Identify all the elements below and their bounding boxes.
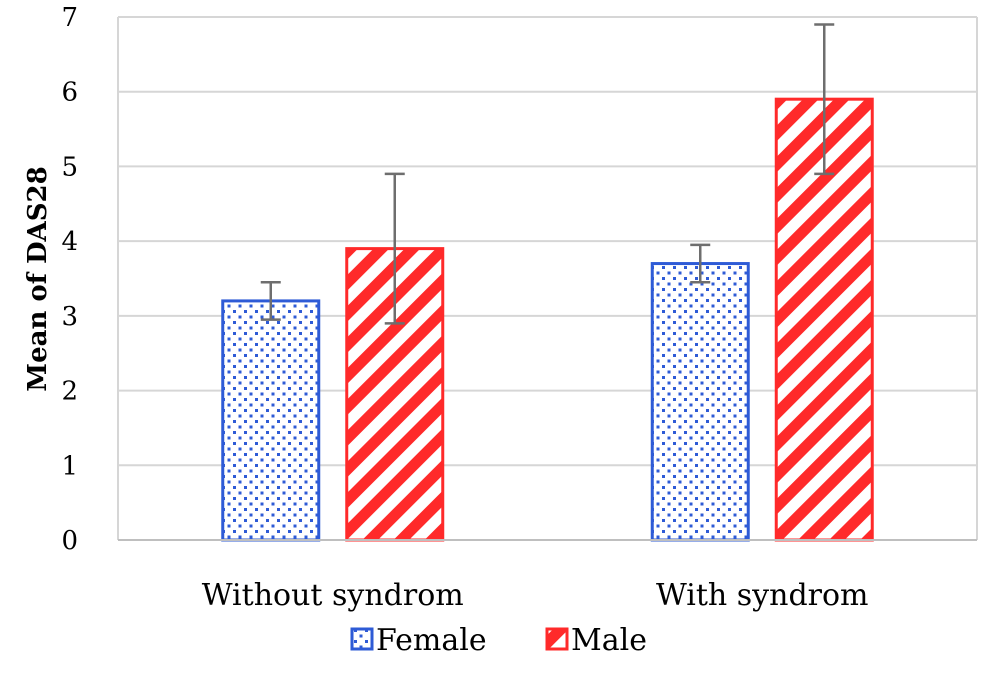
y-tick-label: 5 bbox=[61, 152, 78, 182]
y-tick-label: 2 bbox=[61, 377, 78, 407]
bars bbox=[221, 97, 874, 542]
legend-label: Male bbox=[571, 623, 647, 658]
error-bar-male-0 bbox=[384, 172, 405, 325]
x-category-label: Without syndrom bbox=[202, 578, 464, 613]
y-tick-label: 3 bbox=[61, 302, 78, 332]
y-tick-label: 6 bbox=[61, 78, 78, 108]
y-axis-title: Mean of DAS28 bbox=[23, 166, 53, 391]
legend-item-female: Female bbox=[350, 623, 487, 658]
y-tick-label: 1 bbox=[61, 451, 78, 481]
y-tick-label: 4 bbox=[61, 227, 78, 257]
legend-swatch bbox=[545, 627, 569, 651]
y-tick-labels: 0 1 2 3 4 5 6 7 bbox=[61, 3, 78, 556]
x-category-labels: Without syndrom With syndrom bbox=[202, 578, 869, 613]
bar-female-1 bbox=[650, 262, 750, 542]
error-bar-female-1 bbox=[690, 243, 711, 284]
x-category-label: With syndrom bbox=[656, 578, 869, 613]
legend-label: Female bbox=[376, 623, 487, 658]
error-bar-male-1 bbox=[814, 23, 835, 176]
legend: Female Male bbox=[350, 623, 647, 658]
y-tick-label: 0 bbox=[61, 526, 78, 556]
plot-frame bbox=[117, 16, 978, 541]
legend-item-male: Male bbox=[545, 623, 647, 658]
error-bar-female-0 bbox=[260, 280, 281, 321]
bar-female-0 bbox=[221, 299, 321, 542]
legend-swatch bbox=[350, 627, 374, 651]
y-tick-label: 7 bbox=[61, 3, 78, 33]
error-bars bbox=[260, 23, 835, 325]
